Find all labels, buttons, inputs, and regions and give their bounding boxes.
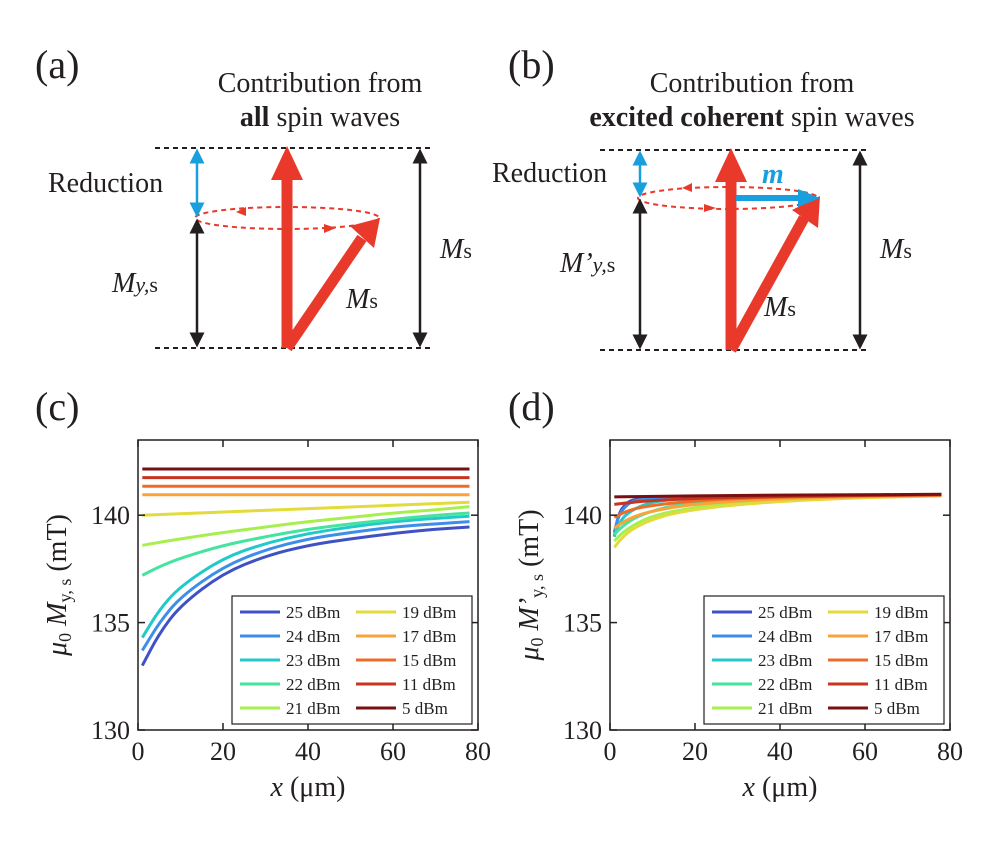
panel-b-title-rest: spin waves	[784, 102, 915, 133]
panel-b-m-label: m	[762, 159, 784, 190]
chart-d-ylabel: μ0 M’y, s (mT)	[514, 509, 547, 661]
panel-a-title-bold: all	[240, 102, 270, 133]
chart-d-series-line-5	[613, 494, 942, 549]
panel-b-ms-label: Ms	[763, 292, 796, 323]
panel-a-reduction-label: Reduction	[48, 168, 163, 199]
chart-c-series-line-2	[141, 514, 470, 639]
chart-d-ytick-label-0: 130	[563, 716, 602, 745]
panel-a: (a) Contribution from all spin waves Red…	[35, 42, 472, 352]
chart-d-ytick-label-2: 140	[563, 501, 602, 530]
chart-c-legend-label-7: 15 dBm	[402, 651, 456, 670]
chart-d-xtick-label-2: 40	[767, 737, 793, 766]
chart-c: 0 20 40 60 80 130 135 140 x (μm) μ0 My, s (mT) 25 …	[42, 439, 491, 803]
chart-c-ylabel: μ0 My, s (mT)	[42, 514, 75, 657]
chart-c-legend-label-2: 23 dBm	[286, 651, 340, 670]
chart-c-xtick-label-1: 20	[210, 737, 236, 766]
chart-c-xtick-label-4: 80	[465, 737, 491, 766]
panel-b-tilted-ms-arrow-shaft	[726, 215, 809, 353]
chart-d-legend-label-3: 22 dBm	[758, 675, 812, 694]
chart-d-legend-label-8: 11 dBm	[874, 675, 928, 694]
panel-a-precession-arrowhead-right	[324, 224, 336, 233]
panel-a-vertical-ms-arrowhead	[271, 146, 303, 180]
chart-c-legend-label-3: 22 dBm	[286, 675, 340, 694]
chart-d-xtick-label-0: 0	[604, 737, 617, 766]
chart-d-xtick-label-3: 60	[852, 737, 878, 766]
chart-c-legend: 25 dBm 24 dBm 23 dBm 22 dBm 21 dBm 19 dBm 17 d…	[231, 595, 473, 725]
chart-d-series-line-9	[614, 492, 942, 499]
chart-c-xtick-label-2: 40	[295, 737, 321, 766]
panel-d-label: (d)	[508, 384, 555, 429]
chart-c-series-line-4	[142, 505, 470, 547]
chart-c-xtick-label-0: 0	[132, 737, 145, 766]
panel-b-label: (b)	[508, 42, 555, 87]
chart-d-legend-label-4: 21 dBm	[758, 699, 812, 718]
chart-c-ytick-label-0: 130	[91, 716, 130, 745]
chart-c-legend-label-0: 25 dBm	[286, 603, 340, 622]
chart-c-series-line-5	[142, 500, 470, 517]
panel-b-title-line1: Contribution from	[650, 68, 855, 99]
panel-b: (b) Contribution from excited coherent s…	[492, 42, 915, 353]
panel-b-ms-total-label: Ms	[879, 234, 912, 265]
panel-b-title-bold: excited coherent	[589, 102, 784, 133]
panel-b-precession-arrowhead-left	[682, 183, 692, 192]
chart-c-legend-label-4: 21 dBm	[286, 699, 340, 718]
panel-b-precession-arrowhead-right	[704, 204, 716, 212]
chart-d-legend-label-0: 25 dBm	[758, 603, 812, 622]
chart-c-ytick-label-1: 135	[91, 609, 130, 638]
chart-c-legend-label-5: 19 dBm	[402, 603, 456, 622]
chart-d-xtick-label-1: 20	[682, 737, 708, 766]
panel-b-reduction-label: Reduction	[492, 158, 607, 189]
panel-a-title-line2: all spin waves	[240, 102, 400, 133]
panel-b-title-line2: excited coherent spin waves	[589, 102, 914, 133]
chart-c-series-line-1	[141, 520, 470, 652]
panel-a-ms-label: Ms	[345, 284, 378, 315]
chart-d-ytick-label-1: 135	[563, 609, 602, 638]
chart-c-legend-label-8: 11 dBm	[402, 675, 456, 694]
chart-c-series-line-3	[141, 511, 470, 577]
panel-a-title-rest: spin waves	[269, 102, 400, 133]
chart-d-legend: 25 dBm 24 dBm 23 dBm 22 dBm 21 dBm 19 dBm 17 d…	[703, 595, 945, 725]
chart-d-xlabel: x (μm)	[742, 772, 818, 803]
panel-a-tilted-ms-arrow-shaft	[282, 234, 367, 352]
panel-a-ms-total-label: Ms	[439, 234, 472, 265]
chart-c-legend-label-9: 5 dBm	[402, 699, 448, 718]
chart-c-legend-label-6: 17 dBm	[402, 627, 456, 646]
chart-c-xtick-label-3: 60	[380, 737, 406, 766]
panel-b-m-arrowhead	[798, 189, 820, 207]
panel-a-precession-arrowhead-left	[236, 207, 246, 216]
chart-d-legend-label-6: 17 dBm	[874, 627, 928, 646]
chart-d-series-line-6	[613, 493, 942, 530]
chart-c-xlabel: x (μm)	[270, 772, 346, 803]
panel-a-label: (a)	[35, 42, 79, 87]
chart-d-xtick-label-4: 80	[937, 737, 963, 766]
panel-b-my-label: M’y,s	[559, 248, 615, 279]
chart-d-legend-label-5: 19 dBm	[874, 603, 928, 622]
panel-a-my-label: My,s	[111, 268, 158, 299]
chart-c-legend-label-1: 24 dBm	[286, 627, 340, 646]
panel-a-title-line1: Contribution from	[218, 68, 423, 99]
chart-d-legend-label-2: 23 dBm	[758, 651, 812, 670]
panel-c-label: (c)	[35, 384, 79, 429]
chart-d: 0 20 40 60 80 130 135 140 x (μm) μ0 M’y, s (mT) 25…	[514, 439, 963, 803]
panel-b-vertical-ms-arrowhead	[715, 148, 747, 182]
panel-a-tilted-ms-arrowhead	[350, 218, 380, 248]
chart-d-legend-label-7: 15 dBm	[874, 651, 928, 670]
chart-d-legend-label-1: 24 dBm	[758, 627, 812, 646]
chart-c-series-line-0	[140, 525, 470, 667]
chart-d-legend-label-9: 5 dBm	[874, 699, 920, 718]
panel-b-tilted-ms-arrowhead	[792, 196, 820, 228]
chart-c-ytick-label-2: 140	[91, 501, 130, 530]
